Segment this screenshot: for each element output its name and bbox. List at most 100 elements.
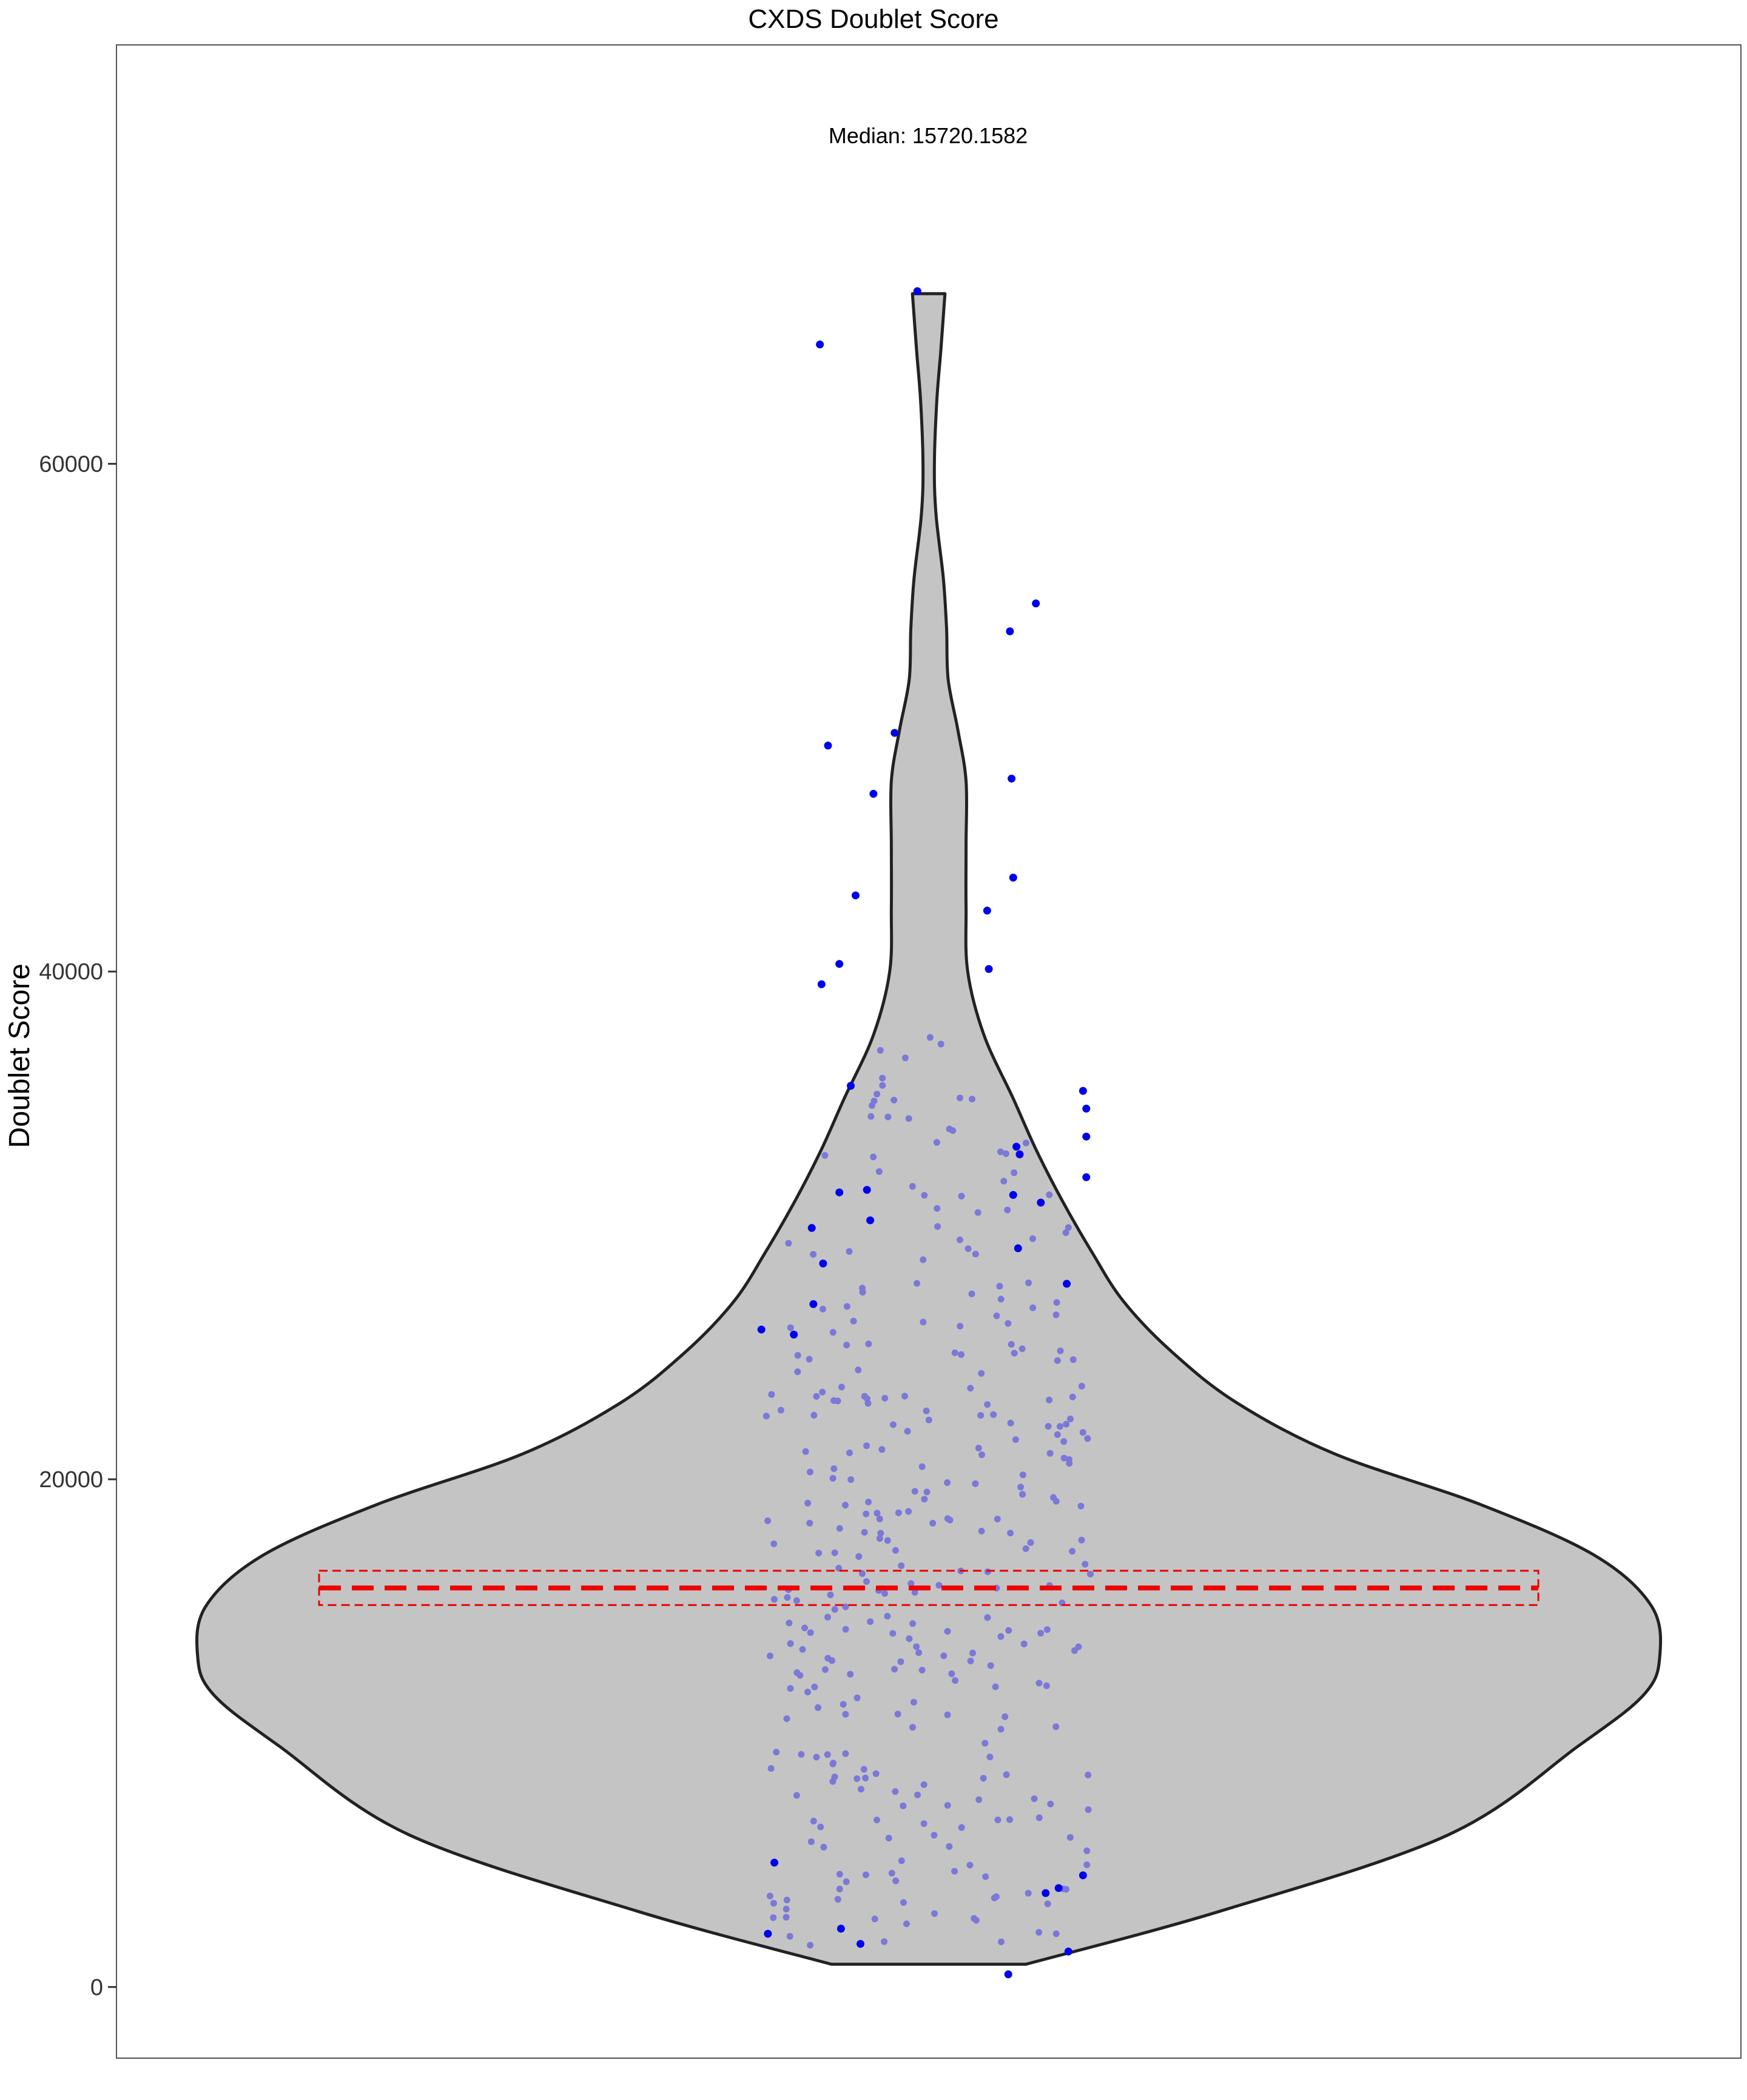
inner-point: [918, 1667, 926, 1673]
inner-point: [952, 1677, 959, 1684]
inner-point: [892, 1877, 900, 1885]
inner-point: [980, 1775, 987, 1782]
inner-point: [1023, 1139, 1029, 1147]
inner-point: [892, 1788, 899, 1795]
inner-point: [1008, 1341, 1015, 1348]
inner-point: [806, 1519, 813, 1527]
inner-point: [786, 1933, 793, 1940]
chart-title: CXDS Doublet Score: [748, 4, 998, 34]
inner-point: [1065, 1224, 1072, 1231]
inner-point: [1027, 1539, 1034, 1546]
inner-point: [923, 1488, 931, 1496]
violin-layer: [195, 292, 1663, 1966]
outlier-point: [1015, 1150, 1024, 1158]
inner-point: [794, 1352, 801, 1359]
inner-point: [777, 1406, 784, 1414]
inner-point: [944, 1479, 951, 1486]
outlier-point: [809, 1300, 818, 1308]
inner-point: [1069, 1393, 1076, 1400]
inner-point: [861, 1528, 868, 1536]
inner-point: [914, 1791, 921, 1798]
inner-point: [867, 1618, 874, 1626]
inner-point: [1017, 1484, 1025, 1491]
inner-point: [996, 1283, 1003, 1290]
inner-point: [865, 1340, 872, 1348]
inner-point: [920, 1256, 927, 1263]
inner-point: [850, 1317, 857, 1325]
inner-point: [1078, 1536, 1085, 1544]
inner-point: [998, 1938, 1005, 1945]
inner-point: [807, 1942, 814, 1949]
inner-point: [857, 1786, 864, 1793]
inner-point: [964, 1245, 972, 1252]
inner-point: [785, 1240, 792, 1247]
inner-point: [827, 1592, 834, 1598]
inner-point: [1087, 1570, 1094, 1578]
inner-point: [804, 1689, 811, 1696]
inner-point: [793, 1597, 800, 1604]
inner-point: [770, 1914, 777, 1921]
inner-point: [978, 1370, 985, 1377]
inner-point: [843, 1878, 850, 1885]
inner-point: [770, 1540, 778, 1547]
outlier-point: [983, 907, 991, 915]
inner-point: [807, 1838, 815, 1845]
inner-point: [821, 1152, 829, 1159]
inner-point: [810, 1817, 817, 1825]
inner-point: [1052, 1723, 1060, 1730]
inner-point: [867, 1113, 875, 1120]
inner-point: [871, 1916, 878, 1923]
inner-point: [923, 1407, 930, 1414]
inner-point: [984, 1568, 991, 1575]
outlier-point: [757, 1325, 766, 1334]
inner-point: [1000, 1178, 1008, 1185]
inner-point: [811, 1683, 818, 1690]
inner-point: [914, 1280, 921, 1287]
inner-point: [909, 1620, 917, 1627]
inner-point: [1063, 1420, 1070, 1428]
inner-point: [921, 1192, 928, 1199]
inner-point: [890, 1096, 898, 1104]
inner-point: [992, 1683, 999, 1690]
outlier-point: [1054, 1884, 1063, 1892]
inner-point: [958, 1824, 965, 1831]
inner-point: [830, 1465, 838, 1472]
inner-point: [975, 1796, 983, 1803]
inner-point: [951, 1868, 958, 1875]
inner-point: [1052, 1930, 1060, 1937]
inner-point: [842, 1603, 849, 1610]
inner-point: [843, 1303, 850, 1310]
inner-point: [937, 1041, 944, 1048]
inner-point: [1057, 1347, 1064, 1354]
inner-point: [1003, 1771, 1010, 1778]
inner-point: [975, 1445, 982, 1452]
inner-point: [884, 1613, 891, 1620]
inner-point: [1079, 1429, 1086, 1436]
inner-point: [920, 1318, 927, 1326]
inner-point: [1005, 1320, 1012, 1327]
inner-point: [949, 1127, 957, 1134]
inner-point: [925, 1416, 932, 1423]
inner-point: [1020, 1640, 1028, 1647]
inner-point: [799, 1646, 806, 1653]
inner-point: [890, 1421, 897, 1428]
inner-point: [1077, 1502, 1085, 1510]
inner-point: [1045, 1423, 1052, 1430]
inner-point: [878, 1446, 886, 1453]
inner-point: [993, 1312, 1000, 1320]
inner-point: [819, 1388, 826, 1396]
inner-point: [767, 1765, 775, 1772]
inner-point: [934, 1205, 941, 1212]
inner-point: [905, 1508, 912, 1515]
inner-point: [984, 1401, 991, 1408]
inner-point: [767, 1652, 773, 1659]
inner-point: [969, 1095, 975, 1102]
inner-point: [1067, 1416, 1074, 1422]
inner-point: [807, 1468, 813, 1476]
inner-point: [1054, 1357, 1061, 1364]
inner-point: [1011, 1169, 1018, 1177]
inner-point: [881, 1590, 888, 1597]
inner-point: [990, 1411, 997, 1418]
inner-point: [815, 1550, 823, 1557]
